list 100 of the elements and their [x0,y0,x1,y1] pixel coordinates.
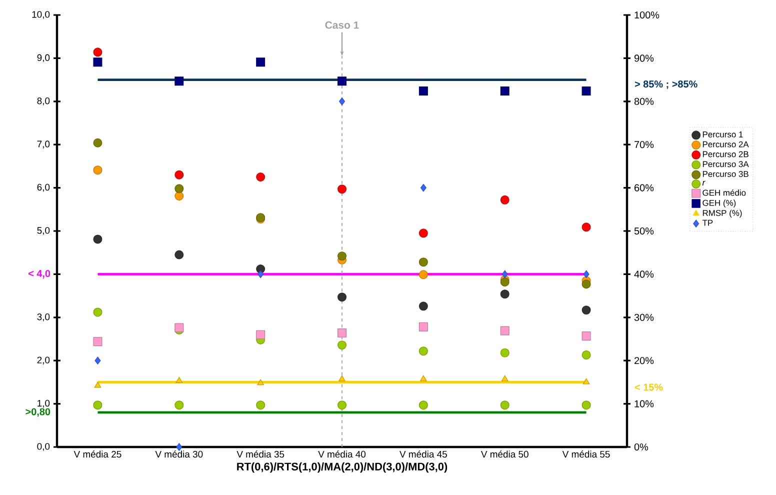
point [176,443,182,451]
y2-tick-label: 90% [634,54,654,62]
y2-tick-label: 60% [634,184,654,192]
point [582,378,590,384]
y-tick-label: 1,0 [38,400,50,408]
point [500,290,510,299]
point [582,306,591,315]
x-axis-title: RT(0,6)/RTS(1,0)/MA(2,0)/ND(3,0)/MD(3,0) [237,462,448,473]
point [256,172,266,182]
x-tick-label: V média 50 [480,450,528,458]
legend-label: Percurso 3B [702,171,748,177]
legend-label: r [702,180,706,186]
x-tick-label: V média 35 [236,450,284,458]
y-tick-label: 3,0 [37,313,50,322]
y2-tick-label: 40% [634,270,654,278]
point [93,337,102,346]
point [582,350,591,360]
y-tick-label: 7,0 [37,140,50,149]
legend-label: GEH médio [702,189,746,196]
point [176,377,183,383]
x-tick-label: V média 30 [155,450,203,458]
point [502,270,508,278]
y2-tick-label: 100% [634,11,660,19]
point [420,375,427,382]
point [420,184,426,192]
ref-line-label: >0,80 [26,408,50,417]
point [500,326,510,336]
point [174,170,184,180]
point [93,234,102,244]
point [338,292,346,302]
point [338,375,346,382]
point [582,86,591,96]
point [418,322,428,332]
ref-line-label: < 4,0 [28,270,50,278]
ref-line-label: < 15% [634,384,663,391]
y2-tick-label: 80% [634,98,654,105]
point [338,400,346,410]
legend-label: GEH (%) [702,200,736,208]
point [257,379,264,386]
point [500,195,510,204]
x-tick-label: V média 25 [74,450,122,458]
point [258,270,264,278]
y2-tick-label: 50% [634,227,654,235]
point [94,356,101,364]
point [174,192,184,200]
point [582,280,591,289]
x-tick-label: V média 45 [400,450,447,458]
point [418,258,428,267]
y2-tick-label: 0% [634,443,648,451]
point [418,86,428,96]
point [93,58,102,67]
legend-label: RMSP (%) [702,210,742,218]
legend-label: Percurso 2B [702,151,748,158]
point [418,302,428,311]
point [93,138,102,148]
point [418,228,428,238]
point [174,250,184,260]
ref-line-label: > 85% ; >85% [634,80,698,90]
y-tick-label: 0,0 [37,443,50,451]
y2-tick-label: 70% [634,141,654,148]
point [500,348,510,358]
point [93,400,102,410]
point [338,76,346,86]
x-tick-label: V média 55 [562,450,610,458]
point [582,400,591,410]
legend-label: Percurso 3A [702,161,749,168]
point [582,222,591,232]
y-tick-label: 10,0 [32,11,50,19]
point [418,346,428,356]
ref-line-label: Caso 1 [325,21,359,29]
point [256,330,266,340]
y-tick-label: 5,0 [37,227,50,235]
point [94,382,102,388]
point [338,252,346,261]
point [583,270,590,278]
point [256,58,266,67]
point [500,400,510,410]
point [93,166,102,175]
legend-label: Percurso 1 [702,131,743,138]
point [174,184,184,194]
point [338,340,346,350]
point [93,308,102,317]
y-tick-label: 6,0 [37,184,50,192]
x-tick-label: V média 40 [318,450,366,458]
point [582,331,591,340]
point [174,76,184,86]
legend-label: Percurso 2A [702,141,749,148]
point [418,400,428,410]
y2-tick-label: 20% [634,357,654,364]
y-tick-label: 2,0 [37,356,50,365]
point [256,400,266,410]
point [418,270,428,280]
y2-tick-label: 30% [634,314,654,321]
legend-label: TP [702,220,713,226]
y-tick-label: 9,0 [37,54,50,62]
point [93,48,102,57]
y2-tick-label: 10% [634,400,654,408]
point [338,328,346,338]
y-tick-label: 8,0 [37,97,50,106]
point [501,375,508,382]
